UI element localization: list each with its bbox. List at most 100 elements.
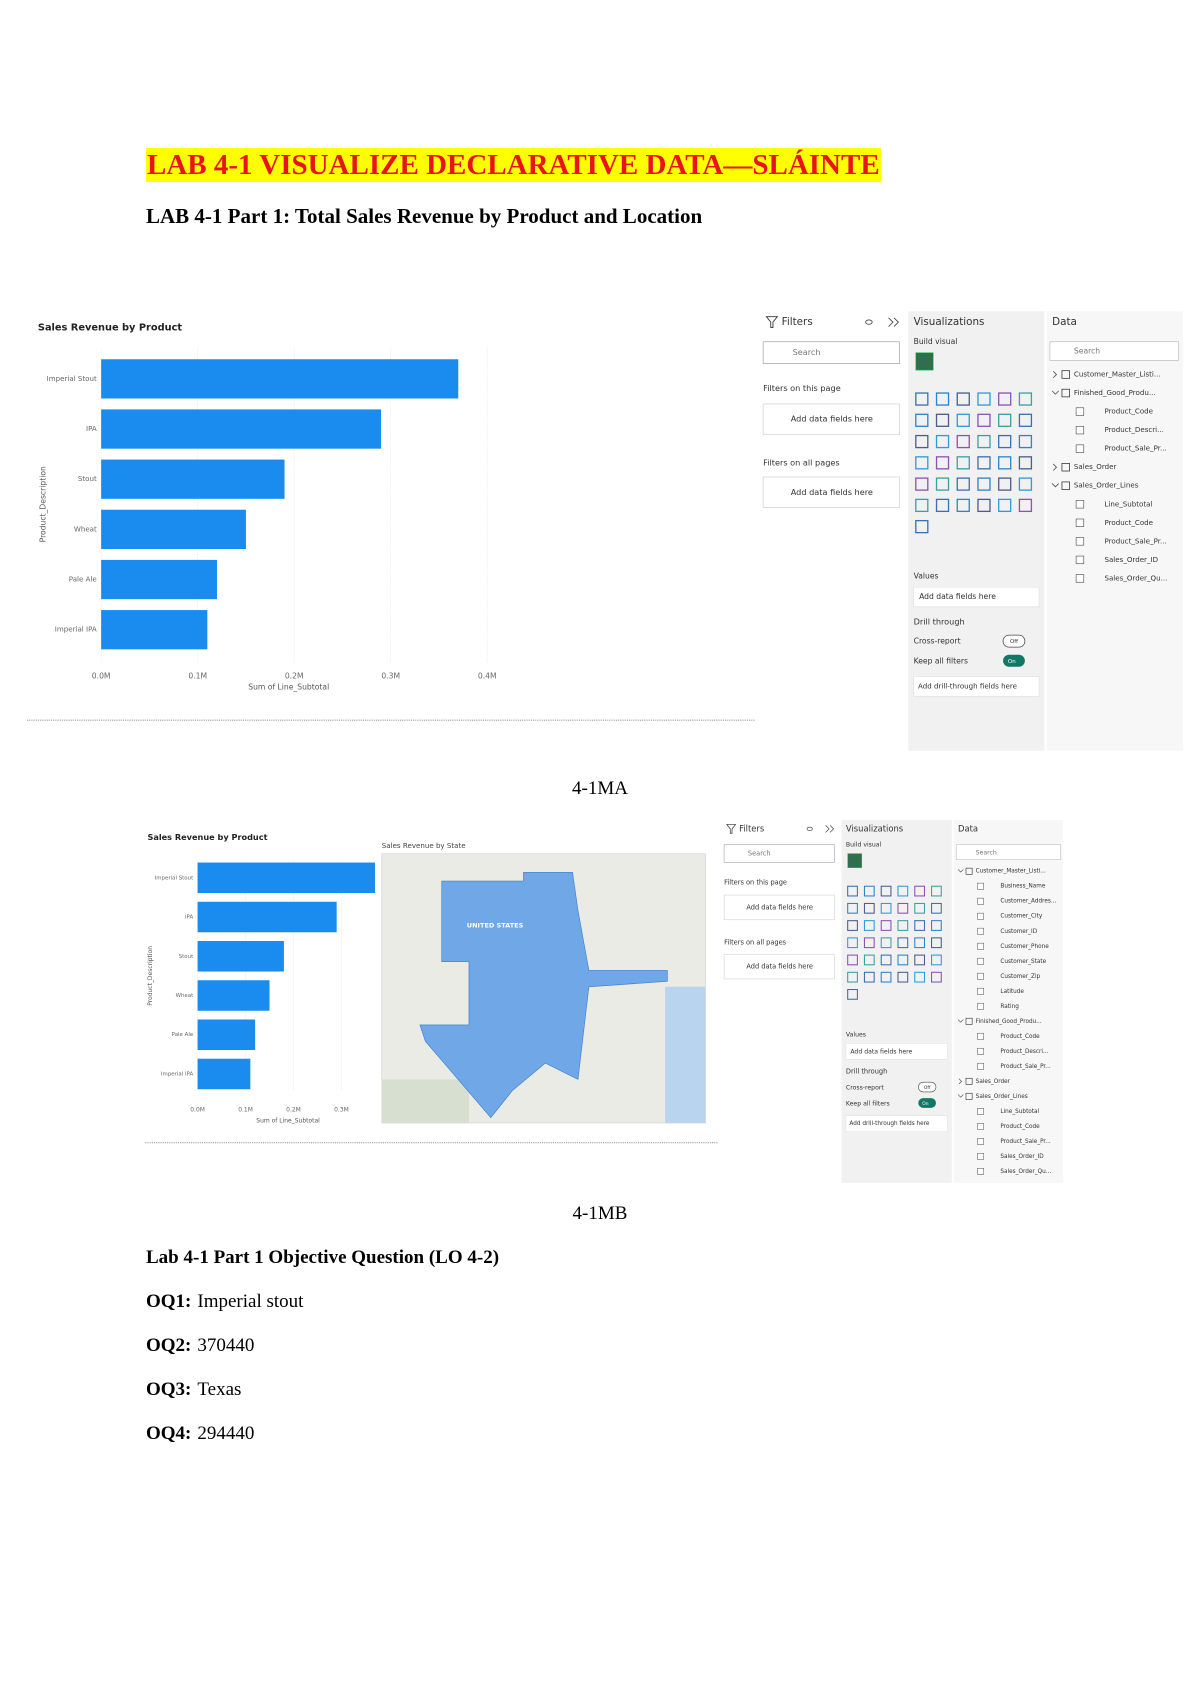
data-pane: [953, 820, 1063, 1183]
visual-icon: [956, 456, 970, 470]
x-tick-label: 0.2M: [286, 1106, 301, 1113]
collapse-icon: [865, 317, 899, 327]
table-name: Finished_Good_Produ...: [976, 1019, 1042, 1025]
search-placeholder: Search: [976, 850, 997, 857]
visual-icon: [931, 937, 942, 949]
drop-zone-text: Add data fields here: [746, 903, 813, 911]
visual-icon: [897, 971, 909, 983]
table-icon: [1061, 463, 1070, 472]
visual-icon: [915, 434, 929, 449]
x-axis-label: Sum of Line_Subtotal: [248, 682, 329, 691]
visual-icon: [897, 920, 909, 931]
checkbox: [977, 1168, 984, 1175]
question: OQ1: Imperial stout: [146, 1291, 303, 1313]
checkbox: [1075, 537, 1085, 546]
map-water: [381, 1079, 469, 1124]
field-name: Customer_State: [1000, 959, 1046, 965]
panes: Filters Search Filters on this page Add dat…: [757, 311, 1183, 751]
table-name: Sales_Order_Lines: [1074, 481, 1139, 490]
checkbox: [977, 1032, 984, 1040]
y-tick-label: Stout: [78, 474, 97, 483]
visual-icon: [977, 456, 991, 470]
expand-chevron: [957, 1019, 964, 1023]
doc-subtitle: LAB 4-1 Part 1: Total Sales Revenue by P…: [146, 204, 703, 228]
pane-title: Data: [958, 823, 978, 833]
toggle: [918, 1081, 937, 1093]
visual-icon: [931, 902, 942, 914]
drop-zone: [762, 403, 900, 435]
bar: [101, 509, 246, 549]
visual-icon: [998, 434, 1012, 449]
expand-chevron: [1052, 463, 1058, 471]
toggle-state: On: [922, 1101, 928, 1107]
field-name: Product_Descri...: [1000, 1049, 1048, 1055]
checkbox: [977, 912, 984, 920]
drop-zone-text: Add drill-through fields here: [849, 1121, 929, 1127]
x-tick-label: 0.0M: [92, 672, 111, 681]
visual-icon: [935, 456, 950, 470]
expand-chevron: [1052, 370, 1058, 379]
chart-title: Sales Revenue by Product: [147, 832, 267, 842]
drop-zone-text: Add data fields here: [791, 414, 873, 424]
drop-zone: [762, 476, 900, 508]
x-tick-label: 0.2M: [285, 672, 304, 681]
map-water: [665, 986, 706, 1124]
visual-icon: [897, 937, 909, 949]
field-name: Rating: [1000, 1004, 1019, 1010]
field-name: Sales_Order_Qu...: [1000, 1169, 1051, 1175]
option-label: Cross-report: [846, 1085, 884, 1092]
checkbox: [977, 927, 984, 935]
y-tick-label: Imperial IPA: [161, 1071, 194, 1077]
checkbox: [977, 957, 984, 965]
filter-icon: [725, 824, 737, 834]
checkbox: [977, 1123, 984, 1130]
figure-caption: 4-1MA: [572, 778, 628, 799]
bar: [101, 409, 382, 449]
table-name: Customer_Master_Listi...: [1074, 370, 1161, 379]
y-tick-label: Wheat: [74, 524, 97, 533]
visual-icon: [914, 902, 926, 914]
search-box: [956, 844, 1061, 860]
section-label: Values: [914, 571, 939, 580]
field-name: Customer_City: [1000, 914, 1042, 920]
x-tick-label: 0.1M: [188, 672, 207, 681]
question-label: OQ1:: [146, 1291, 192, 1312]
answer: 370440: [197, 1335, 255, 1356]
field-name: Product_Sale_Pr...: [1104, 536, 1166, 545]
visual-icon: [847, 920, 858, 931]
section-label: Filters on this page: [763, 383, 841, 393]
field-name: Product_Code: [1104, 407, 1153, 416]
visual-icon: [1018, 434, 1033, 449]
checkbox: [1075, 518, 1085, 527]
visual-icon: [847, 937, 858, 949]
field-name: Customer_Zip: [1000, 974, 1040, 980]
section-label: Build visual: [846, 842, 882, 849]
filter-icon: [765, 316, 779, 329]
question-label: OQ4:: [146, 1423, 192, 1444]
table-icon: [965, 867, 973, 875]
option-label: Keep all filters: [846, 1100, 890, 1107]
bar: [197, 941, 284, 972]
table-name: Sales_Order: [976, 1079, 1011, 1085]
answer: Imperial stout: [197, 1291, 304, 1312]
visual-icon: [956, 477, 970, 491]
search-box: [762, 341, 900, 364]
bar: [101, 459, 285, 499]
visual-icon: [1018, 392, 1033, 406]
expand-chevron: [957, 1094, 964, 1098]
expand-chevron: [958, 1078, 963, 1085]
visual-icon: [915, 413, 929, 427]
section-label: Filters on all pages: [724, 939, 787, 947]
visual-icon: [956, 413, 970, 427]
checkbox: [977, 1108, 984, 1115]
visual-icon: [880, 885, 892, 897]
table-name: Customer_Master_Listi...: [976, 869, 1046, 875]
y-tick-label: Wheat: [176, 993, 194, 999]
toggle: [1003, 654, 1025, 667]
checkbox: [977, 972, 984, 980]
visual-icon: [863, 971, 875, 983]
field-name: Customer_Phone: [1000, 944, 1049, 950]
visual-icon: [935, 498, 950, 513]
visual-icon: [897, 885, 909, 897]
